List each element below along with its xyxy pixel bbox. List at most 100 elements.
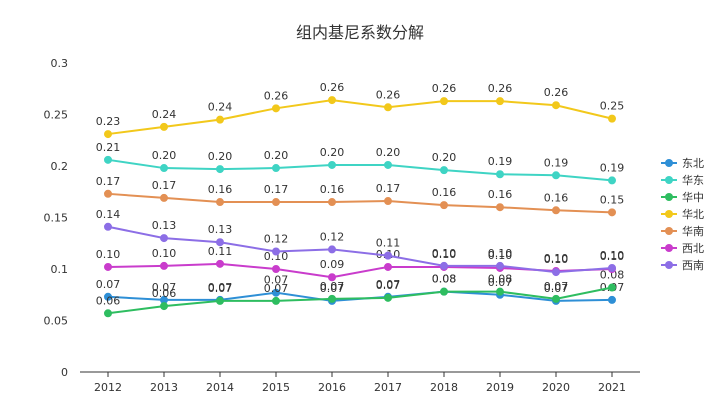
legend-swatch-marker [665,227,673,235]
data-label: 0.26 [264,89,289,102]
legend-item: 东北 [661,157,704,170]
data-point [608,283,616,292]
data-point [440,166,448,175]
legend-swatch-marker [665,193,673,201]
y-tick-label: 0.15 [44,212,69,225]
data-point [440,287,448,296]
data-point [552,294,560,303]
data-point [552,171,560,180]
data-point [608,295,616,304]
data-label: 0.10 [96,248,121,261]
data-label: 0.07 [376,278,401,291]
legend-item: 华东 [661,173,704,187]
data-point [216,238,224,247]
series-4: 0.23 0.24 0.24 0.26 0.26 0.26 0.26 0.26 0.26 0.25 [96,81,625,139]
data-label: 0.12 [264,232,289,245]
data-point [104,155,112,164]
data-point [104,292,112,301]
y-tick-label: 0.25 [44,109,69,122]
y-tick-label: 0.05 [44,315,69,328]
data-label: 0.06 [96,294,121,307]
data-label: 0.16 [488,188,513,201]
series-line [107,225,613,274]
data-label: 0.10 [488,249,513,262]
data-point [160,193,168,202]
data-label: 0.20 [264,149,289,162]
data-point [272,164,280,173]
data-point [496,287,504,296]
data-point [384,262,392,271]
data-point [272,104,280,113]
series-5: 0.17 0.17 0.16 0.17 0.16 0.17 0.16 0.16 0.16 0.15 [96,175,625,217]
y-tick-label: 0 [61,366,68,379]
data-label: 0.16 [432,186,457,199]
data-point [608,176,616,185]
data-label: 0.07 [320,280,345,293]
series-line [107,286,613,315]
x-tick-label: 2021 [598,381,626,394]
x-tick-label: 2017 [374,381,402,394]
data-label: 0.16 [544,191,569,204]
data-point [104,222,112,231]
x-tick-label: 2018 [430,381,458,394]
data-label: 0.09 [320,258,345,271]
legend-label: 西南 [682,259,704,272]
x-tick-label: 2019 [486,381,514,394]
data-label: 0.26 [488,82,513,95]
data-point [104,130,112,139]
data-label: 0.11 [208,245,233,258]
data-point [104,309,112,318]
data-point [384,103,392,112]
x-tick-label: 2015 [262,381,290,394]
data-label: 0.10 [544,252,569,265]
data-label: 0.10 [544,253,569,266]
data-point [440,97,448,106]
data-point [216,115,224,124]
legend-item: 华南 [661,224,704,238]
data-point [216,198,224,207]
data-point [328,198,336,207]
data-point [552,206,560,215]
data-label: 0.10 [264,250,289,263]
data-label: 0.26 [376,88,401,101]
data-point [272,247,280,256]
data-label: 0.20 [432,151,457,164]
data-label: 0.26 [544,86,569,99]
data-point [608,208,616,217]
data-label: 0.17 [376,182,401,195]
data-label: 0.08 [432,273,457,286]
data-point [328,294,336,303]
data-label: 0.20 [152,149,177,162]
data-label: 0.08 [488,273,513,286]
chart-title: 组内基尼系数分解 [296,23,424,42]
data-point [160,302,168,311]
data-label: 0.15 [600,193,625,206]
legend-item: 西南 [661,259,704,272]
legend-item: 华北 [661,207,704,221]
data-label: 0.23 [96,115,121,128]
legend-item: 西北 [661,242,704,255]
data-label: 0.16 [208,183,233,196]
data-label: 0.07 [544,280,569,293]
series-7: 0.14 0.13 0.13 0.12 0.12 0.11 0.10 0.10 0.10 0.10 [96,208,624,277]
data-label: 0.19 [544,156,569,169]
x-tick-label: 2013 [150,381,178,394]
series-3: 0.060.06 0.07 0.07 0.07 0.07 0.08 0.080.070.08 [96,269,624,318]
data-point [216,296,224,305]
data-point [440,201,448,210]
data-point [608,263,616,272]
data-point [272,265,280,273]
data-point [328,273,336,282]
legend-swatch-marker [665,159,673,167]
data-label: 0.07 [320,282,345,295]
data-point [272,198,280,207]
legend-item: 华中 [661,190,704,204]
series-6: 0.100.100.110.100.090.100.100.100.100.10 [96,245,624,282]
legend-label: 华东 [682,173,704,187]
data-label: 0.17 [96,175,121,188]
data-point [496,261,504,270]
data-point [328,245,336,254]
legend-label: 东北 [682,157,704,170]
data-label: 0.25 [600,100,625,113]
